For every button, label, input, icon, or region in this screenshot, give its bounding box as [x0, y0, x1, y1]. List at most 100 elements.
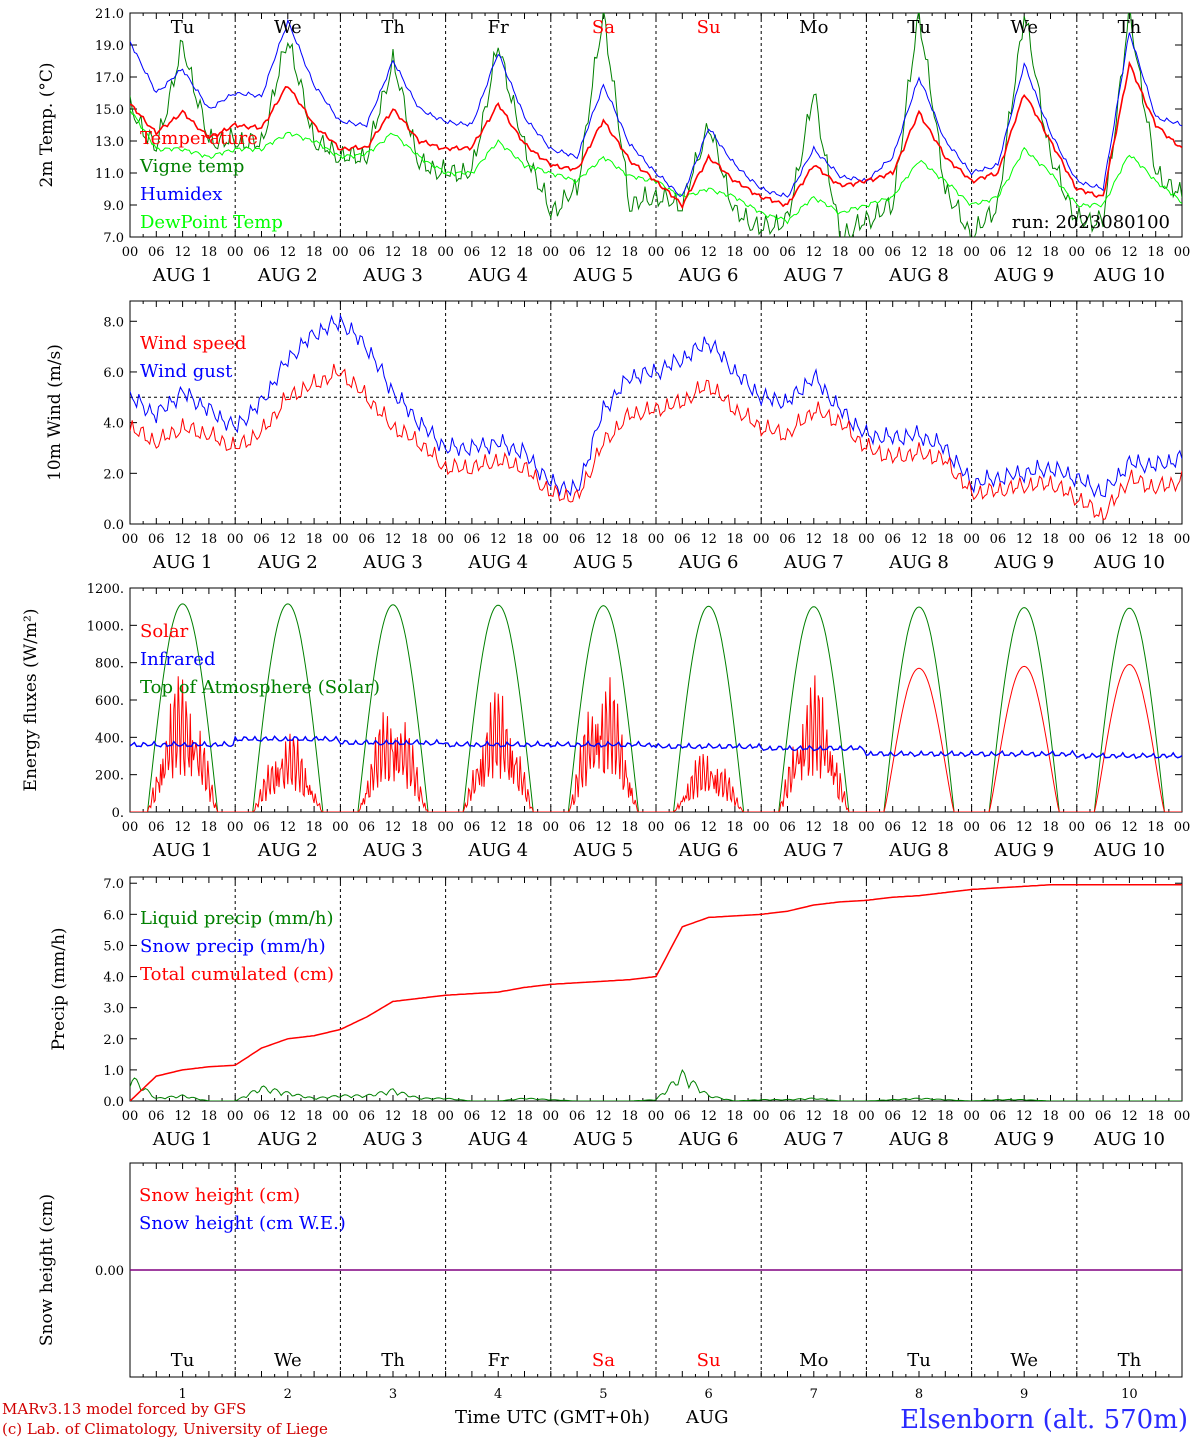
x-day-label: AUG 2	[257, 265, 318, 286]
x-hour-label: 12	[806, 820, 823, 835]
x-hour-label: 12	[911, 245, 928, 260]
x-hour-label: 12	[595, 245, 612, 260]
x-hour-label: 12	[1121, 532, 1138, 547]
y-tick-label: 8.0	[103, 315, 124, 330]
x-hour-label: 06	[464, 1109, 481, 1124]
x-hour-label: 00	[122, 1109, 139, 1124]
x-hour-label: 06	[569, 1109, 586, 1124]
x-day-label: AUG 10	[1093, 265, 1165, 286]
x-day-label: AUG 5	[573, 265, 634, 286]
x-day-label: AUG 1	[152, 1129, 213, 1150]
x-hour-label: 18	[306, 1109, 323, 1124]
x-hour-label: 06	[253, 1109, 270, 1124]
y-tick-label: 4.0	[103, 971, 124, 986]
x-hour-label: 06	[990, 245, 1007, 260]
x-hour-label: 18	[201, 532, 218, 547]
x-hour-label: 12	[595, 1109, 612, 1124]
x-hour-label: 18	[411, 1109, 428, 1124]
weekday-label: Fr	[488, 17, 509, 38]
y-axis-label: Snow height (cm)	[37, 1194, 57, 1346]
x-hour-label: 06	[569, 532, 586, 547]
x-axis-title: Time UTC (GMT+0h)	[455, 1407, 650, 1428]
x-hour-label: 06	[779, 245, 796, 260]
y-tick-label: 13.0	[95, 135, 124, 150]
x-hour-label: 12	[700, 532, 717, 547]
y-tick-label: 21.0	[95, 7, 124, 22]
x-hour-label: 00	[648, 532, 665, 547]
x-day-label: AUG 3	[362, 840, 423, 861]
x-day-label: AUG 9	[993, 1129, 1054, 1150]
x-hour-label: 18	[306, 245, 323, 260]
x-hour-label: 18	[1042, 820, 1059, 835]
x-hour-label: 12	[490, 245, 507, 260]
x-day-label: AUG 4	[467, 265, 528, 286]
x-hour-label: 00	[437, 820, 454, 835]
x-hour-label: 12	[174, 1109, 191, 1124]
y-tick-label: 1000.	[87, 619, 124, 634]
x-hour-label: 00	[122, 245, 139, 260]
x-hour-label: 18	[621, 532, 638, 547]
x-day-label: AUG 4	[467, 552, 528, 573]
panel-3-data	[130, 603, 1182, 812]
series-line-infrared	[130, 735, 1182, 760]
footer-model-credit: MARv3.13 model forced by GFS	[2, 1400, 246, 1418]
x-hour-label: 18	[621, 245, 638, 260]
legend-entry: Vigne temp	[139, 156, 244, 177]
x-hour-label: 06	[990, 820, 1007, 835]
legend-entry: Total cumulated (cm)	[140, 964, 334, 985]
x-hour-label: 06	[358, 820, 375, 835]
x-hour-label: 00	[648, 1109, 665, 1124]
x-hour-label: 18	[1042, 1109, 1059, 1124]
x-hour-label: 12	[174, 245, 191, 260]
x-hour-label: 00	[332, 1109, 349, 1124]
x-hour-label: 12	[280, 532, 297, 547]
x-day-label: AUG 7	[783, 840, 844, 861]
day-number-label: 6	[704, 1387, 712, 1402]
panel-4: 0.0 1.0 2.0 3.0 4.0 5.0 6.0 7.0 Precip (mm/h) 00 0…	[49, 876, 1190, 1150]
station-name: Elsenborn (alt. 570m)	[900, 1405, 1188, 1435]
x-hour-label: 06	[253, 532, 270, 547]
x-hour-label: 12	[174, 532, 191, 547]
x-hour-label: 00	[858, 820, 875, 835]
day-number-label: 10	[1121, 1387, 1138, 1402]
day-number-label: 5	[599, 1387, 607, 1402]
x-hour-label: 12	[385, 1109, 402, 1124]
x-hour-label: 06	[990, 1109, 1007, 1124]
series-line-wind-gust	[130, 313, 1182, 498]
x-hour-label: 18	[411, 532, 428, 547]
x-hour-label: 00	[963, 532, 980, 547]
footer-lab-credit: (c) Lab. of Climatology, University of L…	[2, 1420, 328, 1438]
x-hour-label: 06	[148, 532, 165, 547]
x-hour-label: 12	[595, 820, 612, 835]
x-hour-label: 12	[385, 245, 402, 260]
x-hour-label: 00	[648, 245, 665, 260]
x-hour-label: 12	[174, 820, 191, 835]
x-day-label: AUG 2	[257, 1129, 318, 1150]
y-tick-label: 9.0	[103, 199, 124, 214]
x-day-label: AUG 7	[783, 1129, 844, 1150]
weekday-label: Mo	[799, 1350, 828, 1371]
x-hour-label: 00	[963, 820, 980, 835]
x-day-label: AUG 2	[257, 840, 318, 861]
x-day-label: AUG 1	[152, 265, 213, 286]
x-hour-label: 06	[1095, 245, 1112, 260]
x-hour-label: 00	[332, 245, 349, 260]
x-hour-label: 12	[385, 820, 402, 835]
x-day-label: AUG 8	[888, 1129, 949, 1150]
weekday-label: Su	[697, 1350, 721, 1371]
x-hour-label: 00	[963, 245, 980, 260]
x-hour-label: 06	[674, 820, 691, 835]
x-hour-label: 18	[937, 820, 954, 835]
weekday-label: Th	[381, 17, 405, 38]
x-hour-label: 18	[1042, 532, 1059, 547]
x-hour-label: 00	[543, 532, 560, 547]
x-hour-label: 18	[1147, 1109, 1164, 1124]
x-hour-label: 00	[753, 820, 770, 835]
x-day-label: AUG 8	[888, 840, 949, 861]
weekday-label: Th	[1118, 1350, 1142, 1371]
x-hour-label: 18	[306, 532, 323, 547]
day-number-label: 1	[178, 1387, 186, 1402]
x-day-label: AUG 9	[993, 552, 1054, 573]
x-day-label: AUG 5	[573, 552, 634, 573]
x-hour-label: 12	[700, 245, 717, 260]
